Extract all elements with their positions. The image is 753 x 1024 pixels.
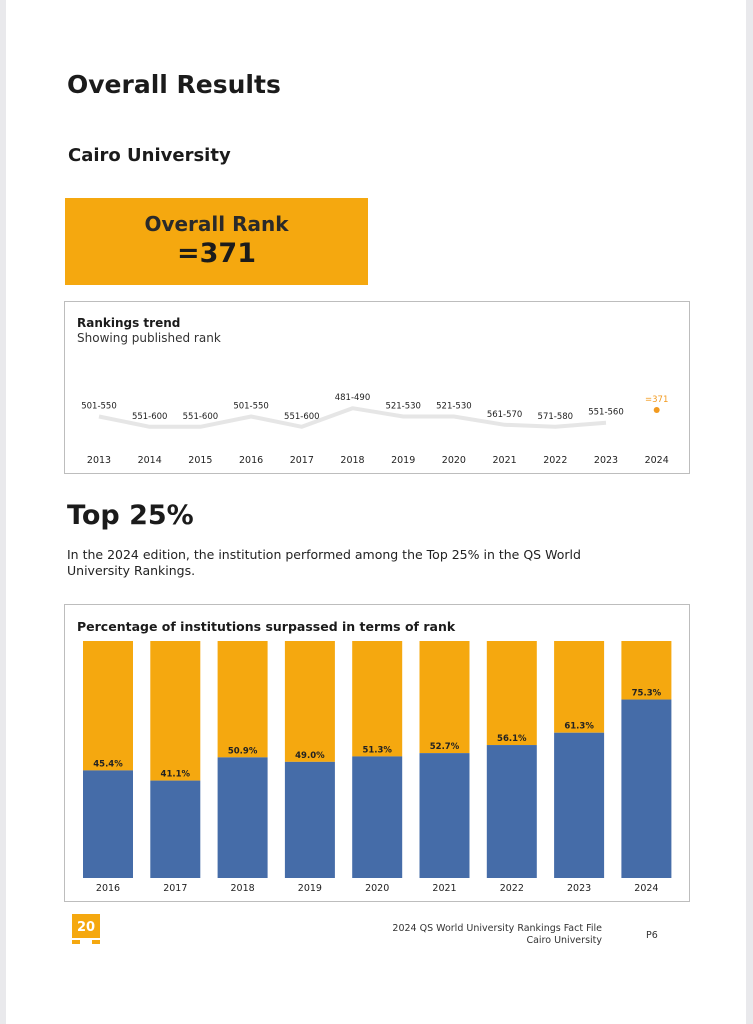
trend-label-2015: 551-600 <box>183 412 219 422</box>
trend-title: Rankings trend <box>77 316 181 330</box>
trend-subtitle: Showing published rank <box>77 331 221 345</box>
bar-year-2024: 2024 <box>634 883 658 894</box>
trend-label-2023: 551-560 <box>588 408 624 418</box>
bar-remainder-2020 <box>352 641 403 757</box>
footer-text: 2024 QS World University Rankings Fact F… <box>346 923 602 947</box>
trend-line <box>98 406 607 429</box>
trend-year-2024: 2024 <box>645 455 669 466</box>
trend-label-2024: =371 <box>645 395 668 405</box>
bar-surpassed-2023 <box>554 732 605 878</box>
trend-label-2019: 521-530 <box>385 401 421 411</box>
bar-value-label-2019: 49.0% <box>295 751 325 761</box>
bar-value-label-2020: 51.3% <box>362 745 392 755</box>
bar-remainder-2018 <box>217 641 268 758</box>
footer-line-2: Cairo University <box>526 935 602 946</box>
overall-rank-label: Overall Rank <box>144 212 289 236</box>
overall-rank-box: Overall Rank =371 <box>65 198 368 285</box>
bar-remainder-2022 <box>486 641 537 746</box>
bar-value-label-2023: 61.3% <box>564 722 594 732</box>
bar-year-2021: 2021 <box>432 883 456 894</box>
trend-label-2022: 571-580 <box>538 412 574 422</box>
trend-label-2013: 501-550 <box>81 401 117 411</box>
bar-year-2023: 2023 <box>567 883 591 894</box>
bar-chart-title: Percentage of institutions surpassed in … <box>77 619 456 634</box>
bar-value-label-2016: 45.4% <box>93 759 123 769</box>
trend-year-2018: 2018 <box>340 455 364 466</box>
trend-year-2023: 2023 <box>594 455 618 466</box>
bar-year-2016: 2016 <box>96 883 120 894</box>
top-percent-heading: Top 25% <box>67 500 194 531</box>
trend-point-2024 <box>653 407 660 413</box>
bar-surpassed-2021 <box>419 753 470 878</box>
logo-number: 20 <box>77 920 95 935</box>
rankings-trend-chart: 501-550 2013 551-600 2014 551-600 2015 501-550… <box>81 393 669 466</box>
report-page: Overall Results Cairo University Overall… <box>6 0 746 1024</box>
bar-remainder-2021 <box>419 641 470 754</box>
bar-remainder-2019 <box>284 641 335 762</box>
bar-surpassed-2024 <box>621 699 672 878</box>
trend-year-2016: 2016 <box>239 455 263 466</box>
bar-surpassed-2020 <box>352 756 403 878</box>
bar-year-2018: 2018 <box>231 883 255 894</box>
rankings-trend-card: Rankings trend Showing published rank 50… <box>64 301 690 474</box>
trend-label-2017: 551-600 <box>284 412 320 422</box>
trend-year-2013: 2013 <box>87 455 111 466</box>
trend-year-2015: 2015 <box>188 455 212 466</box>
bar-remainder-2016 <box>83 641 133 771</box>
trend-label-2021: 561-570 <box>487 410 523 420</box>
trend-label-2016: 501-550 <box>233 401 269 411</box>
trend-year-2022: 2022 <box>543 455 567 466</box>
trend-year-2014: 2014 <box>138 455 162 466</box>
bar-surpassed-2018 <box>217 757 268 878</box>
bar-surpassed-2016 <box>83 770 133 878</box>
qs-20-years-logo: 20 <box>72 914 100 944</box>
overall-rank-value: =371 <box>177 238 256 269</box>
bar-value-label-2022: 56.1% <box>497 734 527 744</box>
footer-line-1: 2024 QS World University Rankings Fact F… <box>392 923 602 934</box>
trend-label-2018: 481-490 <box>335 393 371 403</box>
trend-label-2020: 521-530 <box>436 401 472 411</box>
bar-remainder-2017 <box>150 641 201 781</box>
bar-surpassed-2019 <box>284 761 335 878</box>
trend-year-2017: 2017 <box>290 455 314 466</box>
bar-value-label-2021: 52.7% <box>430 742 460 752</box>
page-number: P6 <box>646 930 658 941</box>
bar-value-label-2018: 50.9% <box>228 746 258 756</box>
bar-surpassed-2017 <box>150 780 201 878</box>
bar-year-2017: 2017 <box>163 883 187 894</box>
bar-year-2019: 2019 <box>298 883 322 894</box>
page-title: Overall Results <box>67 70 281 99</box>
bar-year-2022: 2022 <box>500 883 524 894</box>
trend-label-2014: 551-600 <box>132 412 168 422</box>
institution-name: Cairo University <box>68 145 231 166</box>
top-percent-paragraph: In the 2024 edition, the institution per… <box>67 547 581 578</box>
bar-surpassed-2022 <box>486 745 537 878</box>
surpassed-bar-chart: 45.4% 2016 41.1% 2017 50.9% 2018 49.0% 2019 51.3… <box>83 641 672 894</box>
trend-year-2020: 2020 <box>442 455 466 466</box>
bar-remainder-2023 <box>554 641 605 733</box>
surpassed-chart-card: Percentage of institutions surpassed in … <box>64 604 690 902</box>
trend-year-2019: 2019 <box>391 455 415 466</box>
bar-value-label-2024: 75.3% <box>632 689 662 699</box>
bar-value-label-2017: 41.1% <box>161 770 191 780</box>
trend-year-2021: 2021 <box>493 455 517 466</box>
bar-year-2020: 2020 <box>365 883 389 894</box>
bar-remainder-2024 <box>621 641 672 700</box>
